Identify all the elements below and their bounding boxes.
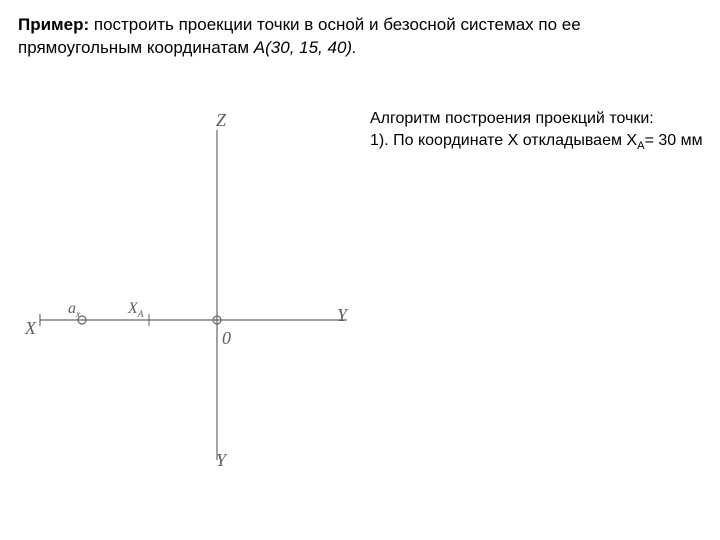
label-xa-main: X <box>128 300 138 317</box>
label-xa-sub: A <box>138 309 144 320</box>
label-point-a-main: a <box>68 300 76 317</box>
algorithm-step-1: 1). По координате Х откладываем ХА= 30 м… <box>370 130 710 154</box>
label-z: Z <box>216 110 226 131</box>
label-point-a: ax <box>68 300 80 320</box>
label-x: X <box>25 318 36 339</box>
projection-diagram <box>22 110 362 480</box>
label-point-a-sub: x <box>76 309 80 320</box>
heading-lead: Пример: <box>18 15 89 34</box>
label-origin: 0 <box>222 328 231 349</box>
algorithm-block: Алгоритм построения проекций точки: 1). … <box>370 108 710 154</box>
step1-sub: А <box>637 140 644 152</box>
axes-svg <box>22 110 362 480</box>
label-xa: XA <box>128 300 144 320</box>
label-y-down: Y <box>216 450 226 471</box>
step1-suffix: = 30 мм <box>645 132 703 149</box>
example-heading: Пример: построить проекции точки в осной… <box>18 14 658 60</box>
label-y-right: Y <box>337 305 347 326</box>
heading-coords: А(30, 15, 40). <box>254 38 357 57</box>
page: Пример: построить проекции точки в осной… <box>0 0 720 540</box>
step1-prefix: 1). По координате Х откладываем Х <box>370 132 637 149</box>
algorithm-title: Алгоритм построения проекций точки: <box>370 108 710 130</box>
